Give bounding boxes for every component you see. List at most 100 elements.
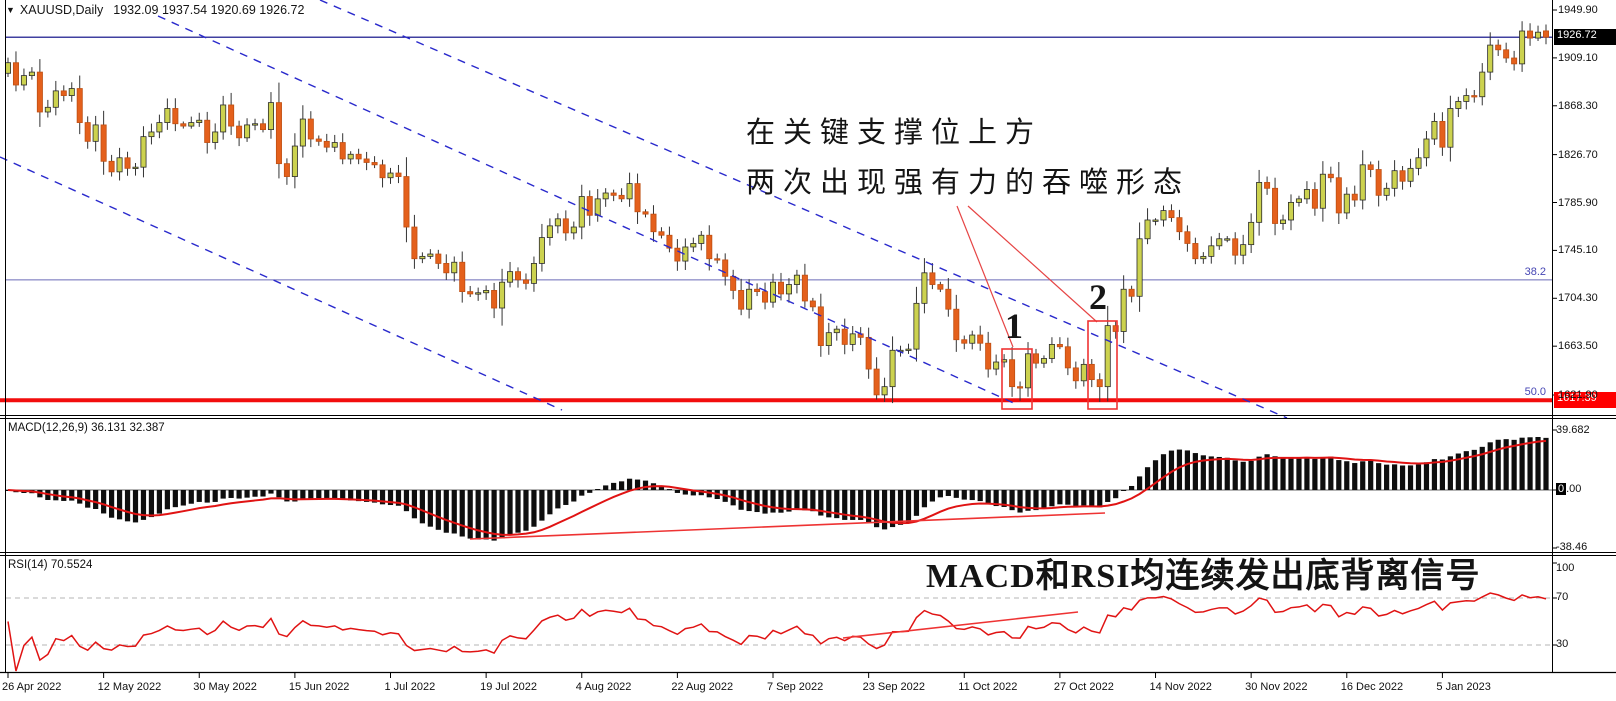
- candle-bull: [419, 255, 426, 260]
- candle-bull: [1423, 138, 1430, 159]
- candle-bull: [1136, 238, 1143, 297]
- candle-bear: [76, 88, 83, 123]
- candle-bear: [355, 153, 362, 160]
- candle-bear: [977, 334, 984, 344]
- annotation-line-2: 两次出现强有力的吞噬形态: [746, 167, 1191, 199]
- candle-bull: [347, 153, 354, 160]
- macd-bar: [1511, 439, 1517, 490]
- candle-bull: [546, 225, 553, 238]
- macd-bar: [945, 490, 951, 496]
- macd-bar: [889, 490, 896, 528]
- macd-divergence-trendline[interactable]: [469, 512, 1106, 540]
- candle-bull: [252, 123, 259, 126]
- candle-bull: [554, 218, 561, 227]
- annotation-line-1: 在关键支撑位上方: [746, 117, 1043, 149]
- macd-bar: [1368, 460, 1374, 490]
- candle-bear: [873, 368, 880, 396]
- candle-bear: [674, 247, 681, 262]
- channel-trendline[interactable]: [157, 15, 1019, 406]
- candle-bull: [1152, 219, 1159, 222]
- candle-bull: [1208, 245, 1215, 257]
- macd-bar: [523, 490, 529, 531]
- candle-bear: [124, 157, 131, 169]
- candle-bear: [1311, 189, 1318, 209]
- macd-bar: [881, 490, 888, 530]
- macd-bar: [563, 490, 569, 505]
- macd-bar: [276, 490, 282, 498]
- candle-bull: [1256, 182, 1263, 223]
- macd-bar: [1391, 464, 1398, 490]
- macd-bar: [1455, 453, 1461, 490]
- macd-bar: [786, 490, 792, 512]
- macd-bar: [491, 490, 497, 541]
- macd-bar: [1479, 446, 1485, 490]
- candle-bear: [1495, 44, 1502, 51]
- macd-bar: [698, 490, 704, 496]
- candle-bear: [817, 306, 824, 346]
- candle-bear: [650, 213, 657, 233]
- macd-bar: [395, 490, 402, 506]
- candle-bear: [315, 138, 322, 142]
- candle-bull: [1248, 221, 1255, 246]
- channel-trendline[interactable]: [319, 0, 1288, 419]
- macd-panel-title: MACD(12,26,9) 36.131 32.387: [8, 422, 165, 434]
- candle-bear: [363, 158, 370, 163]
- macd-bar: [37, 490, 43, 498]
- macd-bar: [364, 490, 370, 502]
- macd-bar: [340, 490, 346, 500]
- macd-bar: [483, 490, 489, 540]
- macd-bar: [690, 490, 696, 496]
- candle-bull: [1447, 108, 1454, 148]
- candle-bear: [236, 125, 243, 139]
- macd-bar: [1439, 459, 1446, 490]
- rsi-scale-100: 100: [1556, 562, 1575, 574]
- macd-bar: [419, 490, 425, 524]
- macd-bar: [1376, 463, 1382, 490]
- candle-bear: [762, 291, 769, 303]
- macd-bar: [1288, 457, 1294, 490]
- macd-bar: [794, 490, 800, 510]
- dropdown-triangle-icon[interactable]: ▼: [6, 5, 15, 15]
- macd-bar: [1264, 454, 1270, 490]
- macd-bar: [1487, 442, 1493, 490]
- candle-bull: [578, 196, 585, 228]
- candle-bear: [953, 308, 960, 341]
- macd-bar: [587, 490, 593, 493]
- macd-bar: [260, 490, 266, 497]
- candle-bear: [36, 71, 43, 113]
- candle-bear: [1088, 363, 1095, 381]
- price-axis-label: 1785.90: [1558, 196, 1598, 209]
- candle-bull: [594, 198, 601, 216]
- macd-bar: [316, 490, 322, 499]
- candle-bear: [339, 142, 346, 160]
- date-label: 16 Dec 2022: [1340, 681, 1404, 693]
- candle-bear: [403, 176, 410, 228]
- candle-bear: [283, 163, 290, 177]
- rsi-divergence-trendline[interactable]: [842, 611, 1079, 639]
- candle-bear: [379, 164, 386, 179]
- macd-bar: [619, 481, 625, 490]
- macd-scale-bottom: -38.46: [1556, 541, 1588, 553]
- candle-bear: [228, 104, 235, 127]
- macd-bar: [531, 490, 537, 527]
- candle-bull: [1319, 173, 1326, 209]
- channel-trendline[interactable]: [0, 156, 563, 411]
- macd-bar: [1041, 490, 1047, 509]
- candle-bull: [244, 124, 251, 139]
- macd-bar: [1152, 460, 1159, 490]
- macd-bar: [1097, 490, 1103, 508]
- candle-bull: [770, 281, 777, 303]
- annotation-pointer-line: [967, 205, 1098, 323]
- candle-bear: [1184, 231, 1191, 244]
- macd-bar: [658, 485, 665, 490]
- candle-bull: [267, 102, 274, 131]
- support-price-tag: 1617.39: [1554, 392, 1616, 408]
- macd-bar: [985, 490, 991, 505]
- macd-bar: [1073, 490, 1079, 507]
- macd-bar: [324, 490, 330, 499]
- macd-bar: [1495, 439, 1501, 490]
- candle-bear: [275, 102, 282, 165]
- macd-bar: [204, 490, 210, 503]
